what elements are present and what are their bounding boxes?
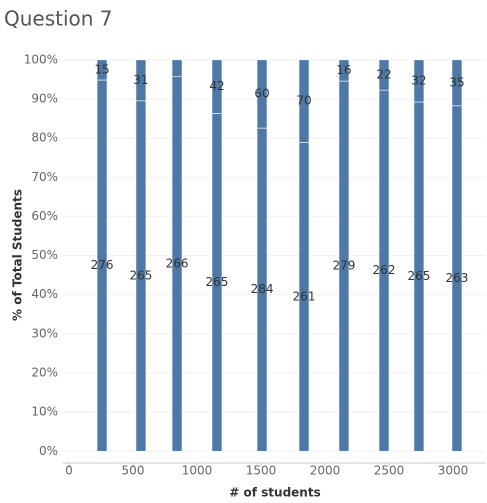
- y-tick-label: 60%: [31, 209, 58, 223]
- x-tick-label: 1000: [182, 464, 213, 478]
- data-label: 22: [376, 67, 391, 81]
- bar-segment: [338, 59, 350, 82]
- data-label: 60: [254, 86, 269, 100]
- x-tick-label: 2000: [310, 464, 341, 478]
- y-tick-label: 10%: [31, 405, 58, 419]
- data-label: 262: [373, 263, 396, 277]
- bar-segment: [378, 59, 390, 91]
- x-tick-label: 2500: [374, 464, 405, 478]
- x-axis-title: # of students: [229, 486, 320, 500]
- x-tick-label: 0: [65, 464, 73, 478]
- bar-segment: [256, 59, 268, 129]
- chart-title: Question 7: [4, 7, 113, 31]
- y-tick-label: 100%: [24, 52, 58, 66]
- x-tick-label: 3000: [438, 464, 469, 478]
- y-tick-label: 20%: [31, 365, 58, 379]
- y-tick-label: 50%: [31, 248, 58, 262]
- data-label: 32: [411, 73, 426, 87]
- data-label: 276: [91, 258, 114, 272]
- data-label: 266: [166, 256, 189, 270]
- y-tick-label: 30%: [31, 326, 58, 340]
- bar-segment: [211, 59, 223, 114]
- y-tick-label: 0%: [39, 444, 58, 458]
- data-label: 284: [251, 282, 274, 296]
- data-label: 261: [293, 289, 316, 303]
- data-label: 265: [129, 269, 152, 283]
- bar-segment: [171, 59, 183, 78]
- data-label: 70: [296, 94, 311, 108]
- bar-segment: [451, 59, 463, 107]
- y-tick-label: 90%: [31, 91, 58, 105]
- x-tick-label: 1500: [246, 464, 277, 478]
- data-label: 263: [446, 271, 469, 285]
- bar-segment: [135, 59, 147, 102]
- data-label: 42: [209, 79, 224, 93]
- bar-segment: [96, 59, 108, 81]
- data-label: 35: [449, 75, 464, 89]
- data-label: 31: [133, 73, 148, 87]
- y-axis-title: % of Total Students: [11, 189, 25, 321]
- bar-segment: [298, 59, 310, 143]
- data-label: 15: [94, 62, 109, 76]
- data-label: 279: [332, 259, 355, 273]
- data-label: 265: [407, 269, 430, 283]
- data-label: 16: [336, 63, 351, 77]
- y-tick-label: 80%: [31, 131, 58, 145]
- data-label: 265: [206, 275, 229, 289]
- y-tick-label: 70%: [31, 170, 58, 184]
- x-tick-label: 500: [122, 464, 145, 478]
- y-tick-label: 40%: [31, 287, 58, 301]
- bar-segment: [413, 59, 425, 103]
